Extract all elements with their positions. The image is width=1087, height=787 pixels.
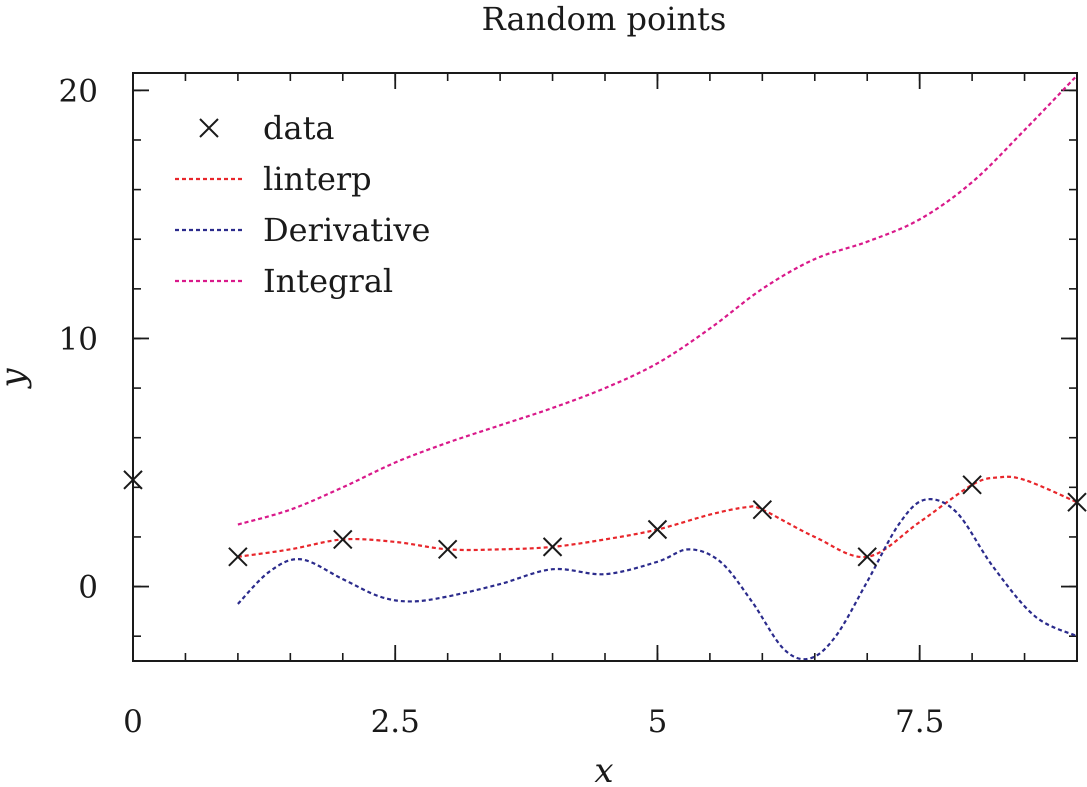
series-layer <box>123 74 1087 661</box>
marker-stroke <box>857 547 877 567</box>
chart-title: Random points <box>482 0 727 38</box>
x-axis-title: x <box>594 751 613 787</box>
data-point-marker <box>647 519 668 540</box>
legend-marker <box>199 118 219 138</box>
data-point-marker <box>542 537 563 557</box>
data-point-marker <box>752 499 773 520</box>
x-tick-label: 0 <box>123 704 143 740</box>
marker-stroke <box>199 118 219 138</box>
legend-label: Derivative <box>263 211 430 249</box>
legend-item-data: data <box>199 109 335 147</box>
series-line-linterp <box>237 475 1078 559</box>
marker-stroke <box>962 475 982 495</box>
marker-stroke <box>437 539 458 560</box>
tick-labels: 0 2.5 5 7.5 0 10 20 <box>59 73 945 740</box>
x-tick-label: 2.5 <box>371 704 420 740</box>
legend-label: data <box>263 109 335 147</box>
y-tick-label: 10 <box>59 321 98 357</box>
data-point-marker <box>228 547 248 567</box>
marker-stroke <box>228 547 248 567</box>
y-tick-label: 20 <box>59 73 98 109</box>
data-point-marker <box>857 547 877 567</box>
data-point-marker <box>437 539 458 560</box>
legend-item-integral: Integral <box>175 262 393 300</box>
y-tick-label: 0 <box>78 570 98 606</box>
x-tick-label: 5 <box>648 704 668 740</box>
legend-item-derivative: Derivative <box>175 211 430 249</box>
x-tick-label: 7.5 <box>895 704 944 740</box>
series-line-integral <box>237 74 1078 526</box>
marker-stroke <box>647 519 668 540</box>
data-point-marker <box>333 529 353 550</box>
series-line-derivative <box>237 498 1078 661</box>
legend-label: linterp <box>263 160 372 198</box>
legend-item-linterp: linterp <box>175 160 372 198</box>
plot-frame <box>132 72 1078 662</box>
marker-stroke <box>542 537 563 557</box>
y-axis-title: y <box>0 368 33 390</box>
legend: data linterp Derivative Integral <box>175 109 430 300</box>
marker-stroke <box>752 499 773 520</box>
data-point-marker <box>962 475 982 495</box>
marker-stroke <box>333 529 353 550</box>
legend-label: Integral <box>263 262 393 300</box>
plot-area <box>123 74 1087 661</box>
